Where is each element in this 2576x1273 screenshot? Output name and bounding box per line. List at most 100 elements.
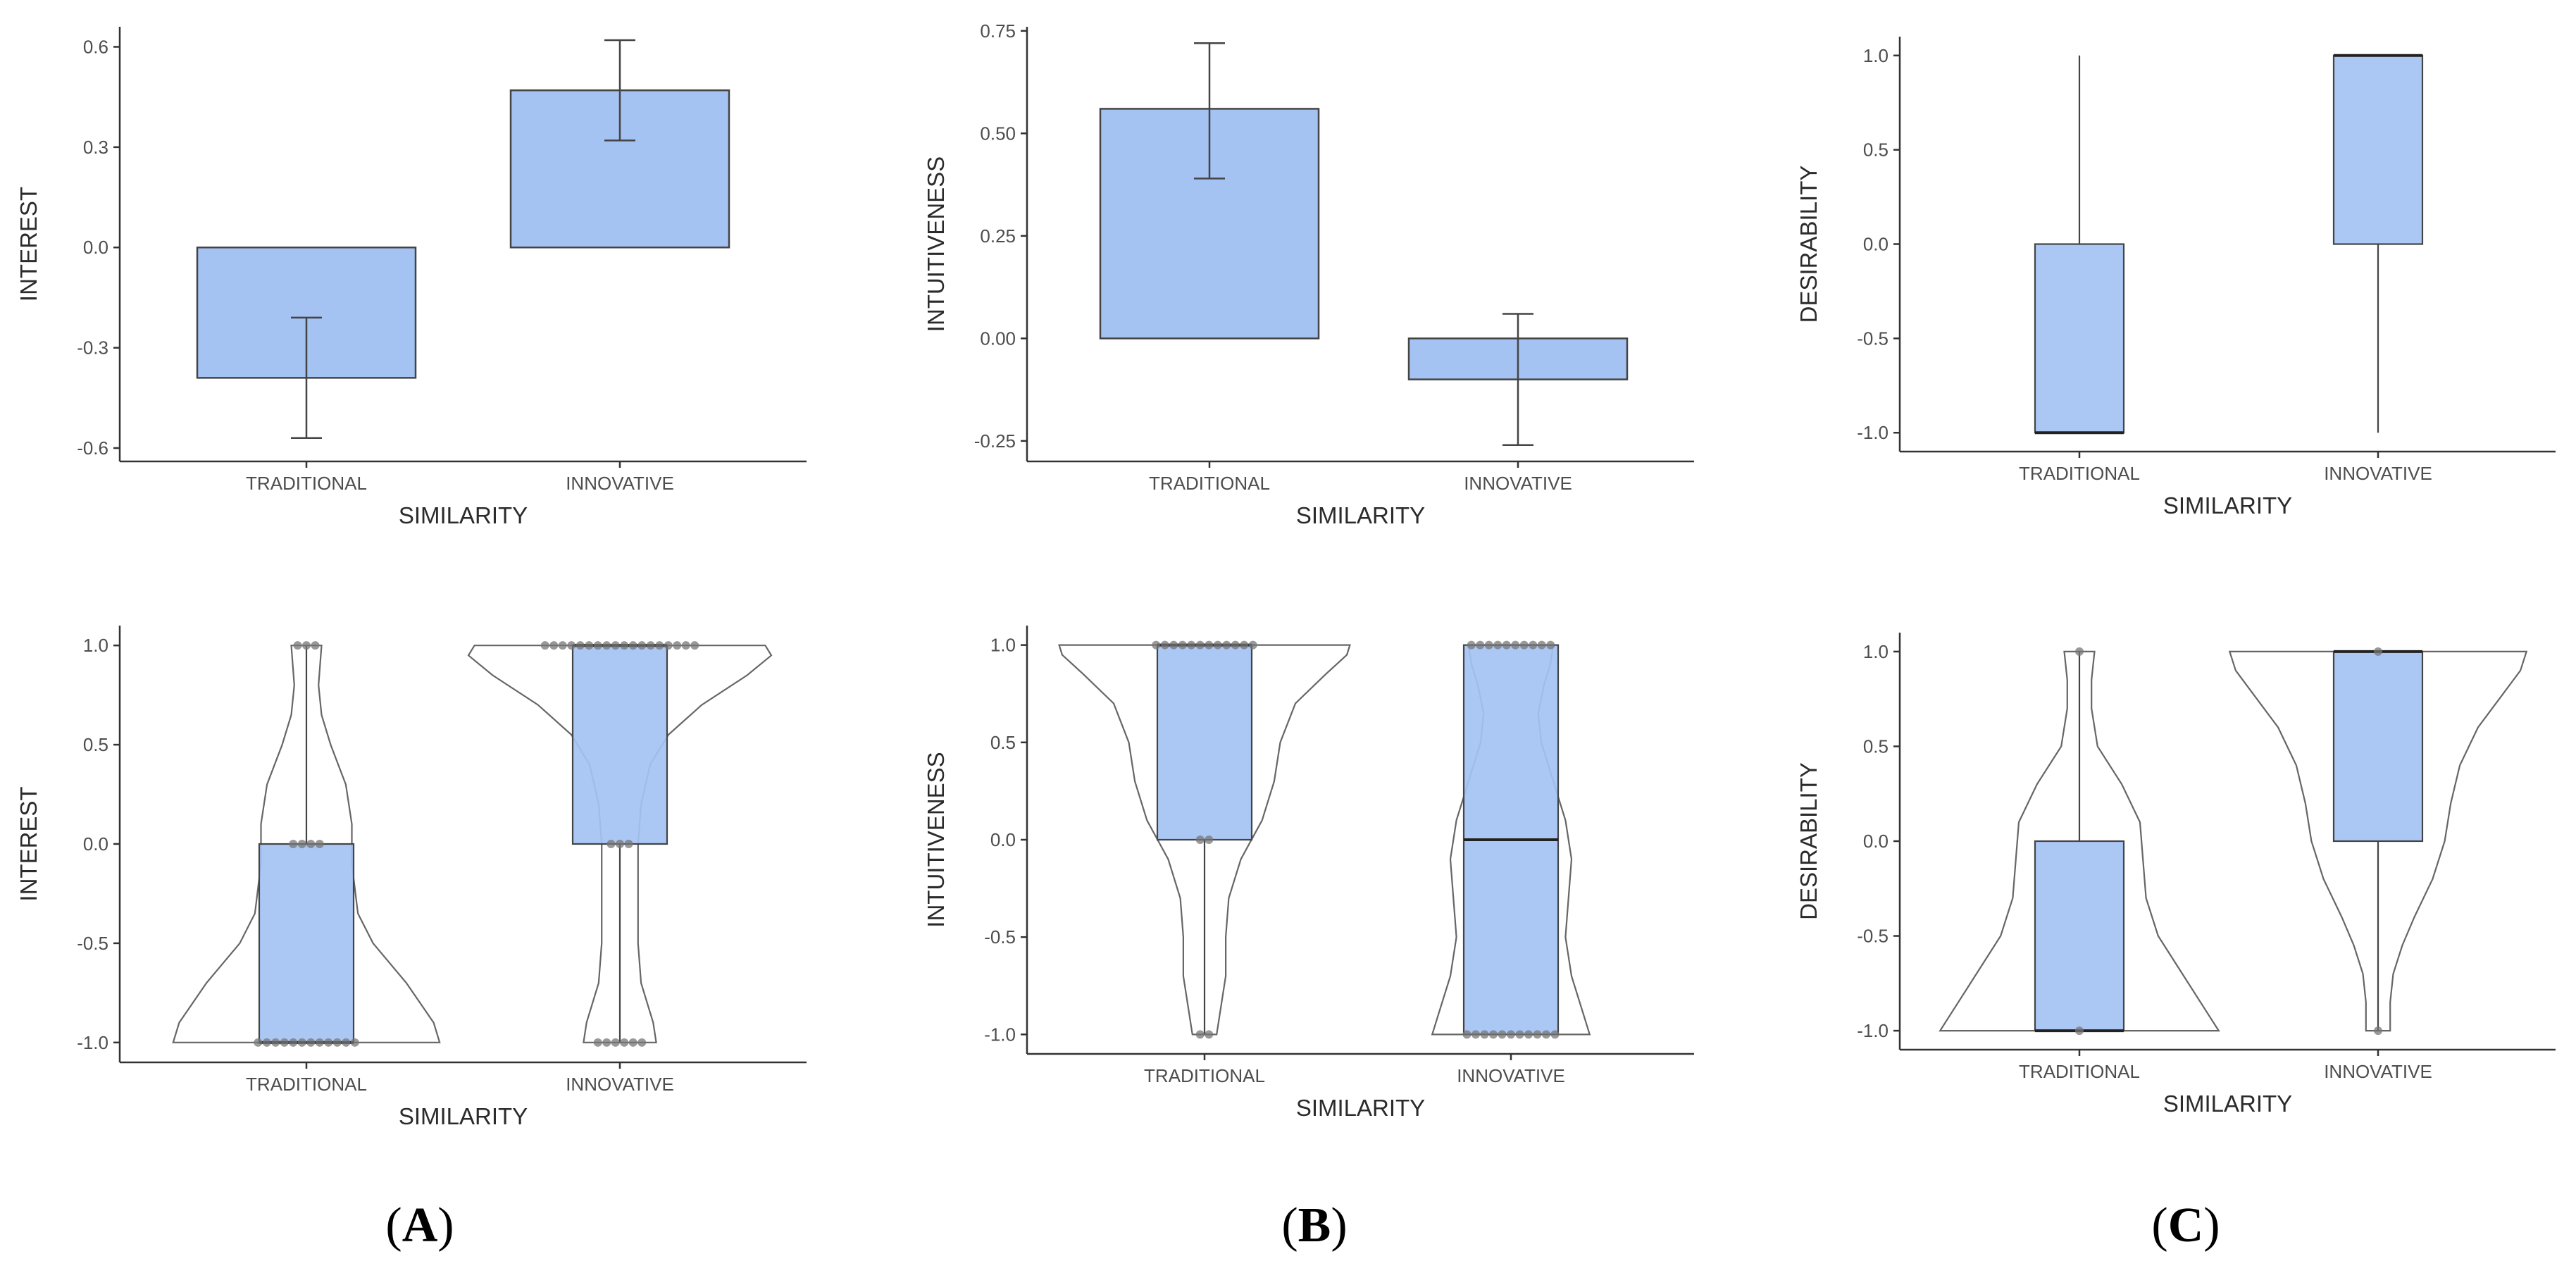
data-point <box>324 1038 333 1047</box>
data-point <box>1231 640 1240 650</box>
data-point <box>1160 640 1169 650</box>
data-point <box>1169 640 1178 650</box>
data-point <box>1205 1030 1214 1039</box>
y-tick-label: 0.0 <box>83 833 108 855</box>
data-point <box>637 641 647 650</box>
data-point <box>1195 1030 1205 1039</box>
data-point <box>1480 1030 1489 1039</box>
x-tick-label: INNOVATIVE <box>566 473 674 494</box>
data-point <box>549 641 559 650</box>
x-axis-title: SIMILARITY <box>2163 1091 2292 1117</box>
data-point <box>1152 640 1161 650</box>
data-point <box>558 641 567 650</box>
x-tick-label: TRADITIONAL <box>1149 473 1270 494</box>
data-point <box>628 1038 637 1047</box>
y-axis-title: DESIRABILITY <box>1796 762 1822 920</box>
data-point <box>540 641 549 650</box>
x-tick-label: INNOVATIVE <box>2324 1061 2432 1082</box>
data-point <box>1489 1030 1498 1039</box>
data-point <box>1205 640 1214 650</box>
chart-a-top: -0.6 -0.3 0.0 0.3 0.6 TRADITIONAL INNOVATIVE SI… <box>15 27 807 528</box>
data-point <box>620 641 629 650</box>
x-tick-label: TRADITIONAL <box>246 473 367 494</box>
y-tick-label: 0.6 <box>83 36 108 57</box>
y-tick-label: 0.0 <box>1863 234 1889 255</box>
data-point <box>297 840 306 848</box>
x-axis-title: SIMILARITY <box>1296 502 1425 528</box>
data-point <box>289 840 298 848</box>
panel-label-a: (A) <box>385 1198 454 1253</box>
data-point <box>616 840 624 848</box>
chart-panels: -0.6 -0.3 0.0 0.3 0.6 TRADITIONAL INNOVATIVE SI… <box>15 20 2556 1129</box>
data-point <box>1240 640 1249 650</box>
chart-c-bottom: -1.0 -0.5 0.0 0.5 1.0 TRADITIONAL INNOVATIVE SI… <box>1796 633 2556 1117</box>
x-tick-label: INNOVATIVE <box>1457 1065 1565 1086</box>
y-tick-label: 1.0 <box>1863 45 1889 66</box>
data-point <box>1222 640 1231 650</box>
y-axis-title: INTUITIVENESS <box>923 156 949 332</box>
data-point <box>297 1038 306 1047</box>
data-point <box>1484 640 1493 650</box>
panel-label-b: (B) <box>1281 1198 1347 1253</box>
y-tick-label: 1.0 <box>990 635 1016 656</box>
x-tick-label: INNOVATIVE <box>566 1074 674 1095</box>
y-tick-label: -0.25 <box>974 430 1016 452</box>
data-point <box>1511 640 1520 650</box>
data-point <box>1502 640 1511 650</box>
x-tick-label: TRADITIONAL <box>246 1074 367 1095</box>
y-axis-title: INTUITIVENESS <box>923 752 949 927</box>
data-point <box>575 641 585 650</box>
data-point <box>306 1038 316 1047</box>
data-point <box>306 840 316 848</box>
data-point <box>624 840 633 848</box>
data-point <box>302 641 311 650</box>
data-point <box>637 1038 647 1047</box>
data-point <box>311 641 320 650</box>
data-point <box>1542 1030 1550 1039</box>
y-tick-label: -1.0 <box>77 1032 108 1053</box>
violin-outline <box>172 645 441 1043</box>
data-point <box>593 641 602 650</box>
y-tick-label: 0.5 <box>1863 735 1889 757</box>
y-tick-label: 1.0 <box>83 635 108 656</box>
y-tick-label: 0.3 <box>83 137 108 158</box>
data-point <box>593 1038 602 1047</box>
data-point <box>1498 1030 1507 1039</box>
box <box>2332 650 2424 843</box>
data-point <box>315 840 324 848</box>
data-point <box>606 840 616 848</box>
data-point <box>342 1038 351 1047</box>
data-point <box>655 641 664 650</box>
violin-outline <box>1058 644 1351 1036</box>
data-point <box>1471 1030 1480 1039</box>
data-point <box>1529 640 1538 650</box>
panel-label-c: (C) <box>2151 1198 2220 1253</box>
data-point <box>602 641 611 650</box>
data-point <box>1515 1030 1524 1039</box>
data-point <box>690 641 699 650</box>
y-tick-label: 0.0 <box>83 237 108 258</box>
violin-outline <box>1939 650 2220 1032</box>
y-tick-label: 0.75 <box>980 20 1016 42</box>
box <box>2034 243 2125 434</box>
x-axis-title: SIMILARITY <box>2163 492 2292 518</box>
y-tick-label: 0.5 <box>83 734 108 755</box>
data-point <box>1178 640 1187 650</box>
x-tick-label: INNOVATIVE <box>2324 463 2432 484</box>
data-point <box>350 1038 359 1047</box>
box <box>1156 644 1253 841</box>
data-point <box>611 1038 620 1047</box>
data-point <box>585 641 594 650</box>
data-point <box>1248 640 1257 650</box>
data-point <box>1550 1030 1560 1039</box>
y-tick-label: -1.0 <box>1857 422 1889 443</box>
data-point <box>1462 1030 1471 1039</box>
data-point <box>1476 640 1485 650</box>
data-point <box>602 1038 611 1047</box>
y-tick-label: 1.0 <box>1863 641 1889 662</box>
violin-outline <box>467 645 773 1043</box>
y-tick-label: 0.0 <box>1863 831 1889 852</box>
data-point <box>664 641 673 650</box>
y-tick-label: 0.00 <box>980 328 1016 349</box>
y-tick-label: -0.5 <box>77 933 108 954</box>
